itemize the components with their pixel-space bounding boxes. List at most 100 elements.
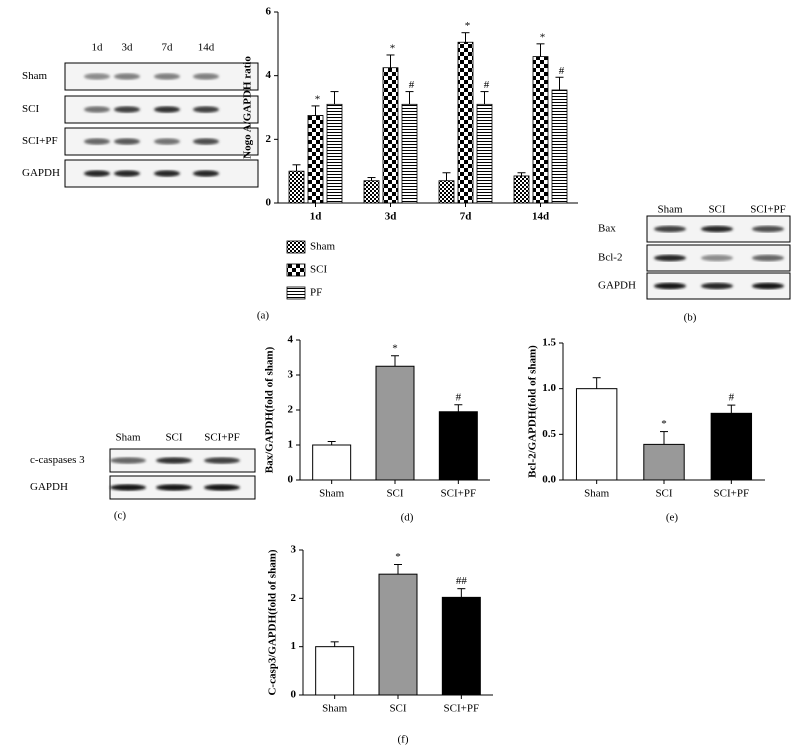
legend-label: Sham: [310, 241, 336, 253]
blot-band: [114, 106, 140, 113]
blot-band: [114, 73, 140, 80]
blot-band: [154, 106, 180, 113]
lane-label: SCI+PF: [204, 432, 240, 444]
significance-label: *: [390, 43, 396, 55]
row-label: SCI+PF: [22, 135, 58, 147]
bar: [710, 412, 753, 481]
blot-band: [84, 138, 110, 145]
blot-band: [114, 138, 140, 145]
bar: [375, 365, 415, 481]
blot-band: [156, 457, 192, 464]
bar: [363, 180, 380, 204]
significance-label: *: [315, 93, 321, 105]
bar: [438, 411, 478, 481]
blot-band: [154, 138, 180, 145]
y-tick-label: 3: [288, 369, 294, 381]
panel-caption: (d): [401, 512, 414, 524]
legend-swatch: [286, 286, 306, 300]
blot-band: [154, 73, 180, 80]
bar: [307, 115, 324, 204]
blot-band: [752, 225, 784, 233]
blot-band: [204, 457, 240, 464]
y-axis-label: Bax/GAPDH(fold of sham): [264, 346, 276, 473]
bar: [551, 89, 568, 204]
y-tick-label: 1: [291, 640, 297, 652]
lane-label: SCI+PF: [750, 204, 786, 216]
lane-label: Sham: [115, 432, 141, 444]
blot-band: [84, 106, 110, 113]
bar: [643, 443, 685, 481]
y-tick-label: 2: [288, 404, 294, 416]
lane-label: 3d: [122, 42, 134, 54]
x-tick-label: 1d: [310, 211, 322, 223]
lane-label: 7d: [162, 42, 174, 54]
y-tick-label: 0: [266, 197, 272, 209]
bar: [382, 67, 399, 204]
blot-band: [156, 484, 192, 491]
y-axis-label: Nogo A/GAPDH ratio: [242, 56, 254, 159]
legend-label: SCI: [310, 264, 327, 276]
blot-band: [193, 170, 219, 177]
significance-label: *: [395, 551, 401, 563]
x-tick-label: 7d: [460, 211, 472, 223]
legend-label: PF: [310, 287, 322, 299]
x-tick-label: SCI: [655, 488, 672, 500]
blot-band: [752, 282, 784, 290]
x-tick-label: SCI+PF: [714, 488, 750, 500]
bar: [513, 175, 530, 204]
x-tick-label: SCI+PF: [444, 703, 480, 715]
legend-swatch: [286, 240, 306, 254]
x-tick-label: Sham: [584, 488, 610, 500]
x-tick-label: 14d: [532, 211, 549, 223]
blot-band: [204, 484, 240, 491]
bar: [401, 103, 418, 204]
blot-band: [654, 254, 686, 262]
row-label: SCI: [22, 103, 39, 115]
x-tick-label: SCI: [389, 703, 406, 715]
bar: [288, 170, 305, 204]
blot-band: [701, 282, 733, 290]
y-tick-label: 0: [291, 689, 297, 701]
significance-label: #: [456, 391, 462, 403]
y-tick-label: 4: [288, 334, 294, 346]
y-tick-label: 4: [266, 69, 272, 81]
x-tick-label: SCI+PF: [441, 488, 477, 500]
significance-label: #: [409, 79, 415, 91]
panel-caption: (a): [257, 310, 270, 322]
panel-caption: (f): [398, 734, 409, 746]
bar: [378, 573, 418, 696]
row-label: Sham: [22, 70, 48, 82]
y-tick-label: 2: [266, 133, 272, 145]
lane-label: 1d: [92, 42, 104, 54]
lane-label: SCI: [165, 432, 182, 444]
significance-label: *: [392, 342, 398, 354]
y-tick-label: 3: [291, 544, 297, 556]
blot-band: [654, 225, 686, 233]
blot-band: [114, 170, 140, 177]
lane-label: Sham: [657, 204, 683, 216]
y-axis-label: C-casp3/GAPDH(fold of sham): [267, 549, 279, 695]
bar: [457, 41, 474, 204]
blot-band: [154, 170, 180, 177]
significance-label: *: [540, 31, 546, 43]
panel-caption: (e): [666, 512, 679, 524]
significance-label: ##: [456, 575, 468, 587]
y-tick-label: 0: [288, 474, 294, 486]
bar: [532, 56, 549, 204]
blot-band: [110, 457, 146, 464]
lane-label: SCI: [708, 204, 725, 216]
significance-label: #: [484, 79, 490, 91]
y-axis-label: Bcl-2/GAPDH(fold of sham): [527, 345, 539, 478]
significance-label: #: [729, 392, 735, 404]
y-tick-label: 1: [288, 439, 294, 451]
blot-band: [84, 170, 110, 177]
panel-caption: (b): [684, 312, 697, 324]
bar: [326, 103, 343, 204]
x-tick-label: 3d: [385, 211, 397, 223]
blot-band: [84, 73, 110, 80]
y-tick-label: 0.5: [542, 428, 556, 440]
blot-band: [654, 282, 686, 290]
blot-band: [701, 254, 733, 262]
x-tick-label: SCI: [386, 488, 403, 500]
panel-caption: (c): [114, 510, 127, 522]
